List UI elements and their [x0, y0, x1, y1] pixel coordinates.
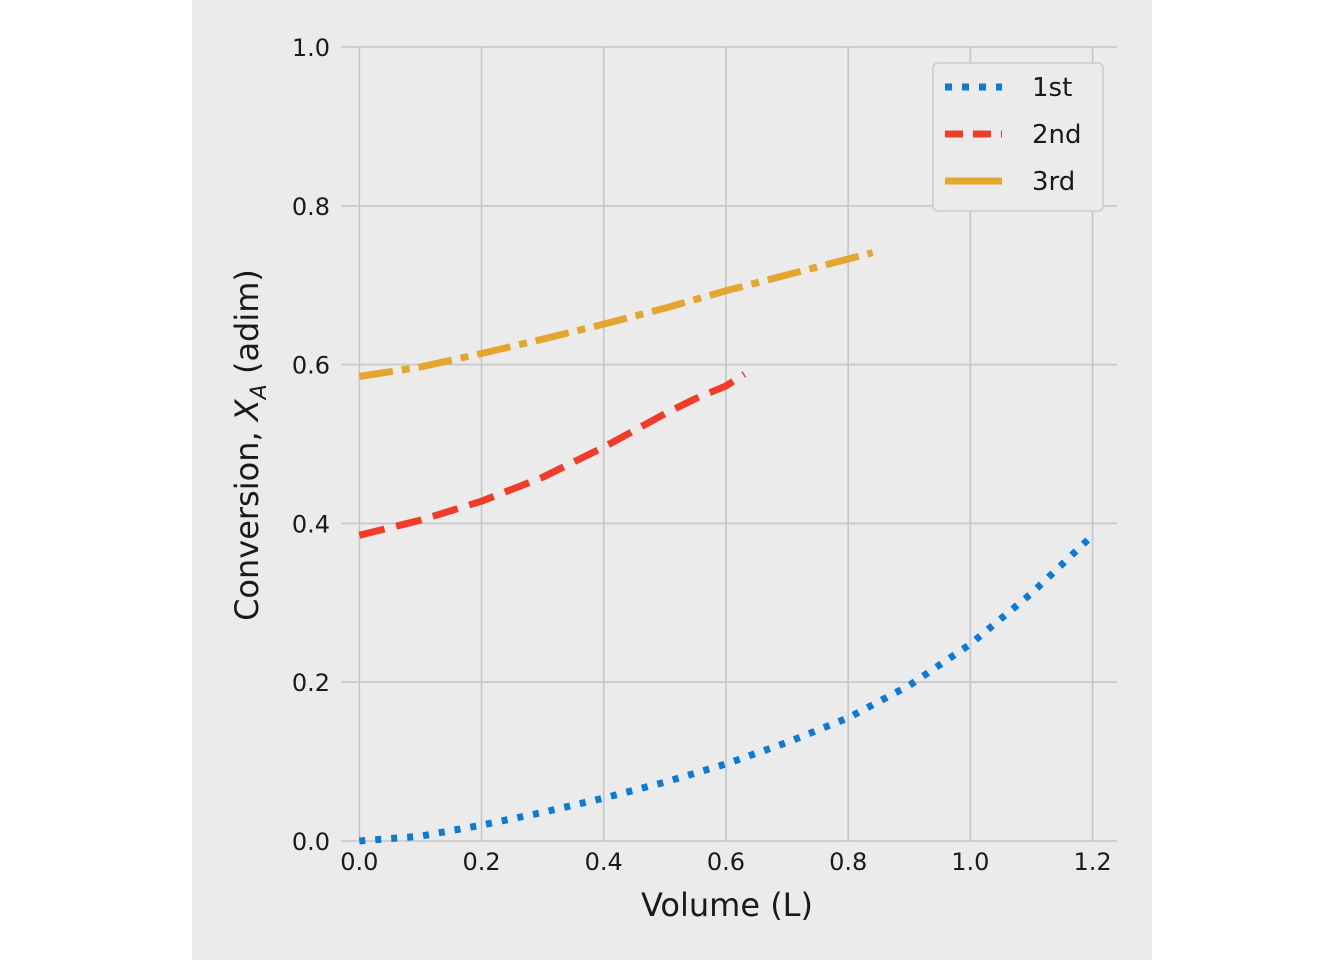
y-tick-label: 0.8 [292, 193, 330, 221]
x-tick-label: 0.2 [462, 848, 500, 876]
x-tick-label: 0.6 [707, 848, 745, 876]
x-tick-label: 0.4 [585, 848, 623, 876]
y-axis-label-variable: X [228, 398, 266, 423]
x-tick-label: 1.2 [1073, 848, 1111, 876]
legend-label-2: 2nd [1032, 120, 1082, 150]
legend: 1st 2nd 3rd [932, 62, 1104, 212]
series-line-3 [358, 249, 874, 380]
series-layer [358, 249, 1096, 845]
x-tick-label: 0.0 [340, 848, 378, 876]
y-tick-label: 1.0 [292, 34, 330, 62]
legend-frame [932, 62, 1104, 212]
y-tick-label: 0.2 [292, 669, 330, 697]
y-axis-label-prefix: Conversion, [228, 421, 266, 621]
y-tick-label: 0.4 [292, 510, 330, 538]
grid [341, 46, 1117, 842]
x-tick-label: 0.8 [829, 848, 867, 876]
y-axis-label-subscript: A [247, 384, 272, 401]
y-axis-label: Conversion, XA (adim) [228, 269, 272, 621]
y-tick-label: 0.6 [292, 352, 330, 380]
legend-label-1: 1st [1032, 73, 1072, 103]
x-axis-label: Volume (L) [641, 886, 813, 924]
tick-labels: 0.0 0.2 0.4 0.6 0.8 1.0 1.2 0.0 0.2 0.4 0.6 0.8 1.0 [292, 34, 1112, 876]
y-axis-label-suffix: (adim) [228, 269, 266, 384]
series-line-2 [358, 371, 747, 539]
legend-label-3: 3rd [1032, 167, 1075, 197]
y-tick-label: 0.0 [292, 828, 330, 856]
x-tick-label: 1.0 [951, 848, 989, 876]
